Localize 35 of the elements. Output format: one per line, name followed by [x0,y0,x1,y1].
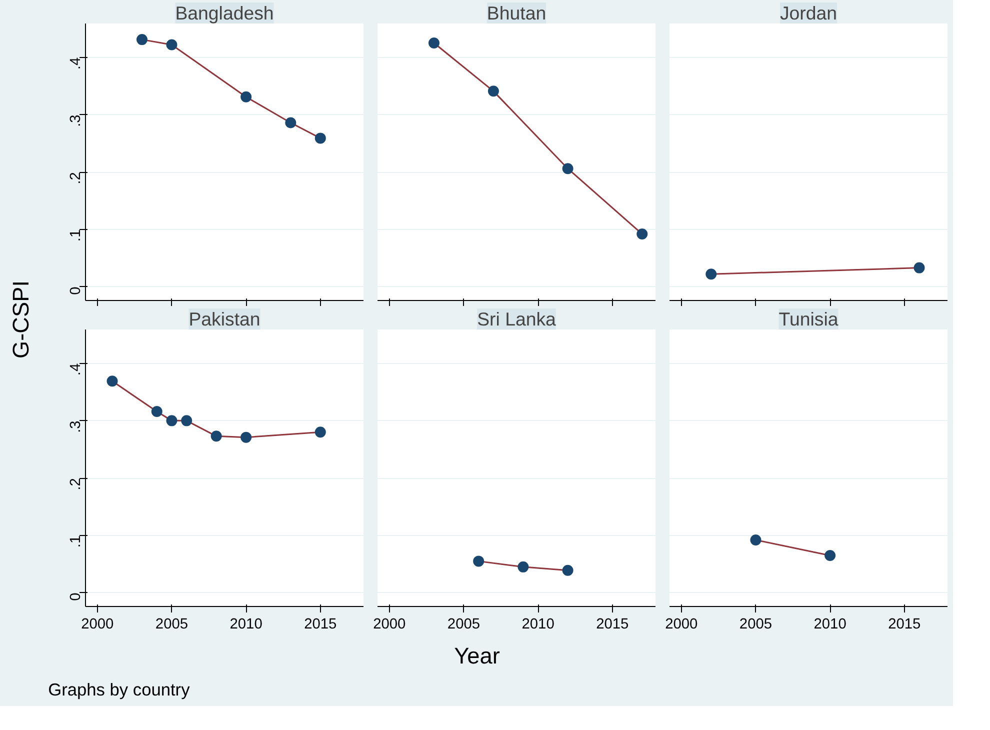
y-tick-label: .4 [68,363,84,376]
text: Graphs by country [48,680,190,700]
x-tick-label: 2015 [596,616,629,632]
y-tick-label: .2 [68,478,84,490]
y-tick-label: .4 [68,57,84,70]
point [488,86,499,97]
y-tick-label: .1 [68,229,84,242]
y-axis-title: G-CSPI [8,280,34,359]
y-tick-label: .1 [68,535,84,548]
point [562,163,574,174]
chart-title: Sri Lanka [477,308,557,330]
point [428,38,440,48]
y-tick-label: 0 [68,592,84,601]
chart-title: Jordan [780,2,838,24]
x-tick-label: 2000 [665,616,698,632]
chart-title: Tunisia [778,308,839,330]
chart-title: Bangladesh [175,2,274,24]
x-tick-label: 2000 [373,616,406,632]
y-tick-label: 0 [68,286,84,295]
x-tick-label: 2010 [522,616,554,632]
point [636,228,648,240]
x-tick-label: 2015 [304,616,337,632]
y-tick-label: .3 [68,420,84,433]
x-tick-label: 2005 [447,616,480,632]
x-tick-label: 2010 [814,616,846,632]
x-tick-label: 2000 [81,616,114,632]
y-tick-label: .2 [68,172,84,184]
chart-title: Bhutan [486,2,546,24]
x-tick-label: 2005 [155,616,188,632]
x-axis-title: Year [454,642,500,668]
x-tick-label: 2015 [888,616,921,632]
x-tick-label: 2010 [230,616,262,632]
x-tick-label: 2005 [739,616,772,632]
y-tick-label: .3 [68,114,84,127]
chart-title: Pakistan [188,308,260,330]
